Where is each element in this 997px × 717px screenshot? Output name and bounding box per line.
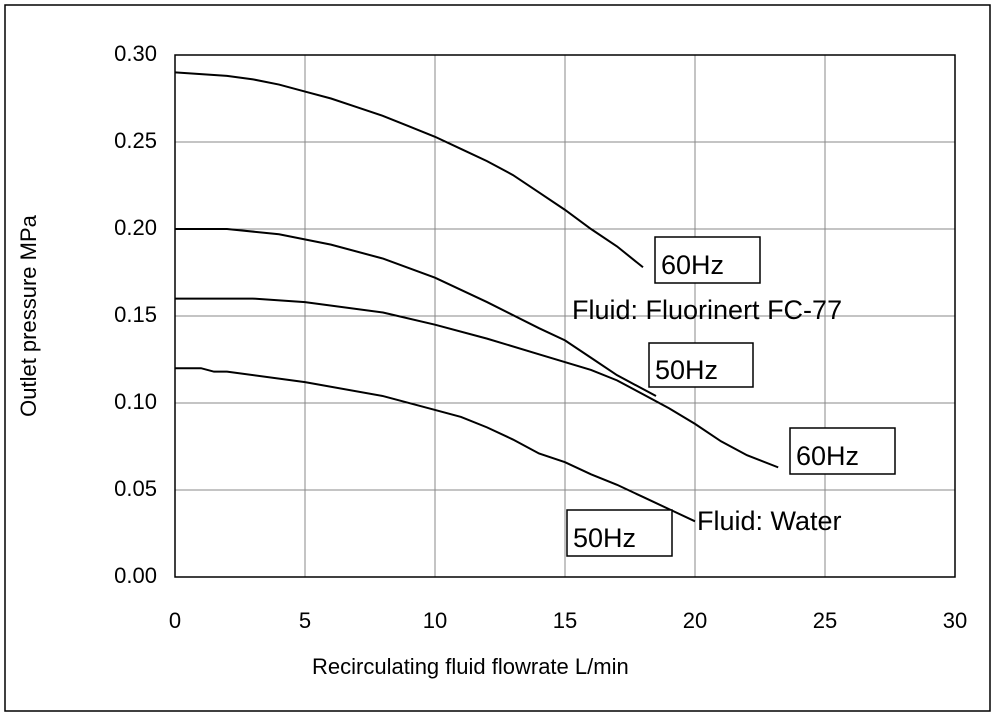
series-label: 60Hz xyxy=(796,441,859,471)
series-label: 50Hz xyxy=(655,355,718,385)
series-label: 50Hz xyxy=(573,523,636,553)
y-axis-label: Outlet pressure MPa xyxy=(16,214,41,417)
y-tick-label: 0.05 xyxy=(114,476,157,501)
series-label-box xyxy=(648,342,754,388)
plot-frame xyxy=(174,54,956,578)
x-tick-label: 20 xyxy=(683,608,707,633)
series-label-box xyxy=(789,427,896,475)
frame xyxy=(4,4,991,712)
x-tick-label: 5 xyxy=(299,608,311,633)
series-label-box xyxy=(566,509,673,557)
y-tick-label: 0.00 xyxy=(114,563,157,588)
line xyxy=(175,228,657,397)
line xyxy=(174,71,644,269)
annotation: Fluid: Water xyxy=(697,506,842,536)
series-label: 60Hz xyxy=(661,250,724,280)
x-axis-label: Recirculating fluid flowrate L/min xyxy=(312,654,629,679)
x-tick-label: 15 xyxy=(553,608,577,633)
line xyxy=(175,367,696,523)
y-tick-label: 0.30 xyxy=(114,41,157,66)
y-tick-label: 0.25 xyxy=(114,128,157,153)
y-tick-label: 0.20 xyxy=(114,215,157,240)
series-label-box xyxy=(654,236,761,284)
x-tick-label: 10 xyxy=(423,608,447,633)
x-tick-label: 30 xyxy=(943,608,967,633)
x-tick-label: 25 xyxy=(813,608,837,633)
annotation: Fluid: Fluorinert FC-77 xyxy=(572,295,842,325)
x-tick-label: 0 xyxy=(169,608,181,633)
y-tick-label: 0.10 xyxy=(114,389,157,414)
y-tick-label: 0.15 xyxy=(114,302,157,327)
line xyxy=(175,297,779,469)
